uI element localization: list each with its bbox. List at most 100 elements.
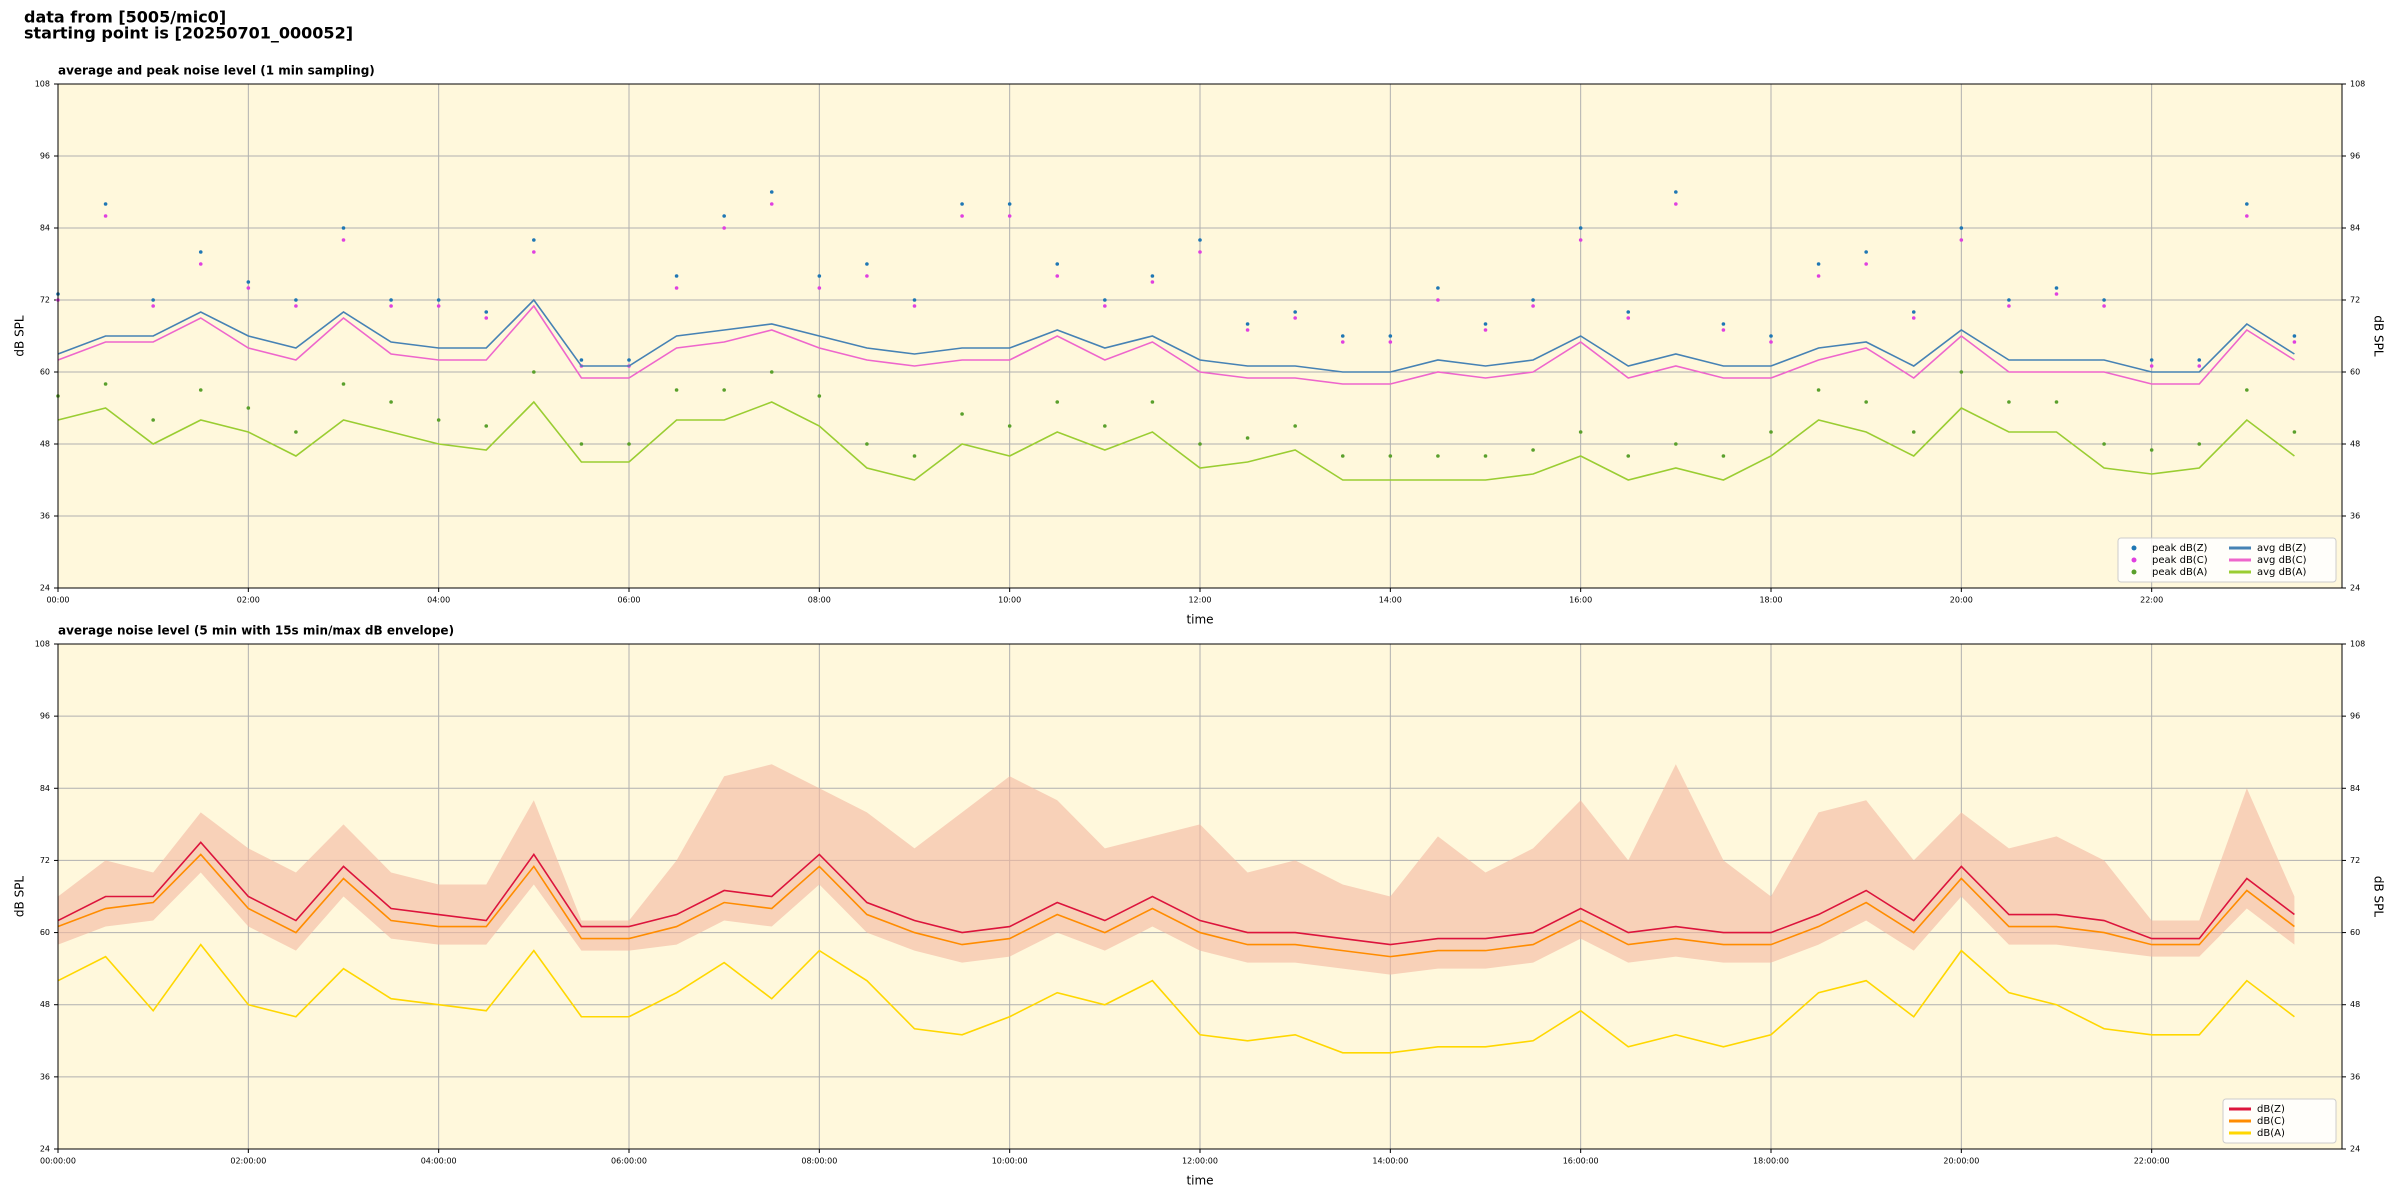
y-tick-label: 60 bbox=[2350, 368, 2360, 377]
scatter-point bbox=[1531, 304, 1535, 308]
scatter-point bbox=[817, 274, 822, 278]
scatter-point bbox=[246, 280, 251, 284]
scatter-point bbox=[151, 418, 155, 422]
scatter-point bbox=[151, 304, 155, 308]
scatter-point bbox=[1103, 304, 1107, 308]
x-tick-label: 06:00 bbox=[617, 596, 640, 605]
plot-area bbox=[56, 190, 2297, 481]
scatter-point bbox=[2292, 340, 2297, 344]
scatter-point bbox=[2197, 364, 2202, 368]
scatter-point bbox=[1055, 274, 1060, 278]
legend-label: dB(A) bbox=[2257, 1128, 2285, 1139]
scatter-point bbox=[1436, 454, 1440, 458]
legend-label: dB(Z) bbox=[2257, 1104, 2285, 1115]
y-tick-label: 60 bbox=[40, 368, 50, 377]
scatter-point bbox=[341, 382, 346, 386]
scatter-point bbox=[1959, 226, 1964, 230]
y-tick-label: 96 bbox=[2350, 152, 2360, 161]
x-tick-label: 12:00:00 bbox=[1182, 1157, 1218, 1166]
y-tick-label: 84 bbox=[2350, 224, 2360, 233]
scatter-point bbox=[1340, 334, 1345, 338]
scatter-point bbox=[1626, 316, 1631, 320]
scatter-point bbox=[103, 202, 108, 206]
y-tick-label: 96 bbox=[40, 712, 50, 721]
scatter-point bbox=[865, 274, 869, 278]
scatter-point bbox=[817, 394, 822, 398]
scatter-point bbox=[198, 262, 203, 266]
x-tick-label: 10:00 bbox=[998, 596, 1021, 605]
scatter-point bbox=[769, 202, 774, 206]
scatter-point bbox=[2245, 388, 2249, 392]
legend-label: peak dB(Z) bbox=[2152, 543, 2208, 554]
scatter-point bbox=[294, 304, 298, 308]
x-axis-label: time bbox=[1186, 1174, 1213, 1188]
series-line bbox=[57, 853, 2295, 958]
scatter-point bbox=[1150, 274, 1155, 278]
scatter-point bbox=[1007, 202, 1012, 206]
x-tick-label: 04:00:00 bbox=[421, 1157, 457, 1166]
scatter-point bbox=[1578, 238, 1583, 242]
y-tick-label: 72 bbox=[40, 856, 50, 865]
scatter-point bbox=[1055, 262, 1060, 266]
scatter-point bbox=[912, 454, 917, 458]
scatter-point bbox=[2149, 448, 2154, 452]
legend-marker bbox=[2131, 557, 2137, 563]
scatter-point bbox=[2292, 334, 2297, 338]
x-tick-label: 18:00:00 bbox=[1753, 1157, 1789, 1166]
scatter-point bbox=[1293, 310, 1297, 314]
scatter-point bbox=[2007, 304, 2011, 308]
scatter-point bbox=[1674, 442, 1678, 446]
y-tick-label: 108 bbox=[35, 80, 50, 89]
scatter-point bbox=[1340, 454, 1345, 458]
scatter-point bbox=[1388, 334, 1393, 338]
y-tick-label: 108 bbox=[2350, 80, 2365, 89]
series-line bbox=[57, 400, 2295, 481]
x-tick-label: 04:00 bbox=[427, 596, 450, 605]
scatter-point bbox=[2054, 286, 2059, 290]
y-axis-label: dB SPL bbox=[13, 876, 27, 918]
chart-title: average noise level (5 min with 15s min/… bbox=[58, 624, 454, 638]
scatter-point bbox=[436, 298, 441, 302]
y-tick-label: 96 bbox=[2350, 712, 2360, 721]
scatter-point bbox=[1245, 436, 1250, 440]
scatter-point bbox=[1911, 316, 1916, 320]
scatter-point bbox=[627, 442, 631, 446]
scatter-point bbox=[1483, 322, 1488, 326]
scatter-point bbox=[1816, 388, 1821, 392]
y-tick-label: 72 bbox=[40, 296, 50, 305]
legend-marker bbox=[2131, 569, 2137, 575]
scatter-point bbox=[722, 214, 726, 218]
y-tick-label: 48 bbox=[40, 440, 50, 449]
chart-title: average and peak noise level (1 min samp… bbox=[58, 64, 375, 78]
y-tick-label: 36 bbox=[2350, 1072, 2360, 1081]
scatter-point bbox=[1436, 286, 1440, 290]
y-tick-label: 60 bbox=[40, 928, 50, 937]
scatter-point bbox=[484, 424, 489, 428]
x-tick-label: 00:00:00 bbox=[40, 1157, 76, 1166]
scatter-point bbox=[1483, 328, 1488, 332]
series-line bbox=[57, 304, 2295, 385]
legend-label: avg dB(Z) bbox=[2257, 543, 2307, 554]
scatter-point bbox=[722, 226, 726, 230]
scatter-point bbox=[627, 358, 631, 362]
scatter-point bbox=[532, 370, 536, 374]
y-tick-label: 24 bbox=[2350, 1145, 2360, 1154]
x-tick-label: 20:00:00 bbox=[1943, 1157, 1979, 1166]
scatter-point bbox=[389, 298, 393, 302]
scatter-point bbox=[1198, 442, 1202, 446]
scatter-point bbox=[1674, 190, 1678, 194]
scatter-point bbox=[2292, 430, 2297, 434]
header-line: starting point is [20250701_000052] bbox=[24, 24, 353, 43]
y-tick-label: 48 bbox=[2350, 1000, 2360, 1009]
y-tick-label: 84 bbox=[2350, 784, 2360, 793]
x-axis-label: time bbox=[1186, 613, 1213, 627]
y-axis-label: dB SPL bbox=[13, 315, 27, 357]
scatter-point bbox=[1674, 202, 1678, 206]
y-tick-label: 24 bbox=[40, 584, 50, 593]
scatter-point bbox=[1816, 274, 1821, 278]
scatter-point bbox=[2149, 358, 2154, 362]
scatter-point bbox=[1150, 400, 1155, 404]
scatter-point bbox=[246, 406, 251, 410]
x-tick-label: 02:00 bbox=[237, 596, 260, 605]
